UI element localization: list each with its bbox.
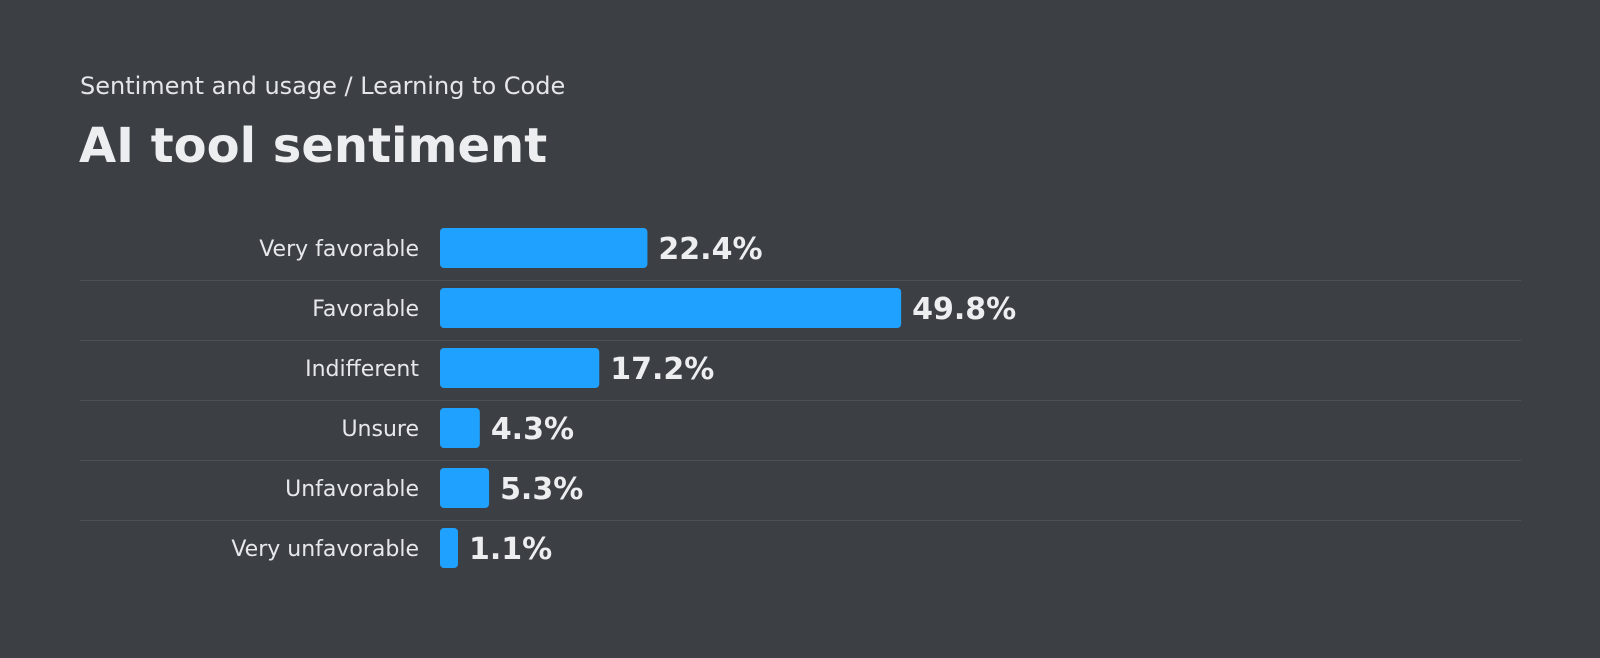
bar [440,348,600,388]
category-label: Unsure [341,417,419,442]
value-label: 1.1% [469,532,552,567]
value-label: 49.8% [912,292,1016,327]
category-label: Very unfavorable [231,537,419,562]
bar [440,228,648,268]
bar [440,468,490,508]
breadcrumb: Sentiment and usage / Learning to Code [80,72,566,100]
value-label: 4.3% [491,412,574,447]
value-label: 22.4% [658,232,762,267]
page-title: AI tool sentiment [79,118,548,174]
category-label: Very favorable [259,237,419,262]
bar [440,528,458,568]
category-label: Unfavorable [285,477,419,502]
value-label: 17.2% [610,352,714,387]
category-label: Favorable [312,297,419,322]
value-label: 5.3% [500,472,583,507]
bar [440,408,480,448]
category-label: Indifferent [305,357,419,382]
bar [440,288,902,328]
